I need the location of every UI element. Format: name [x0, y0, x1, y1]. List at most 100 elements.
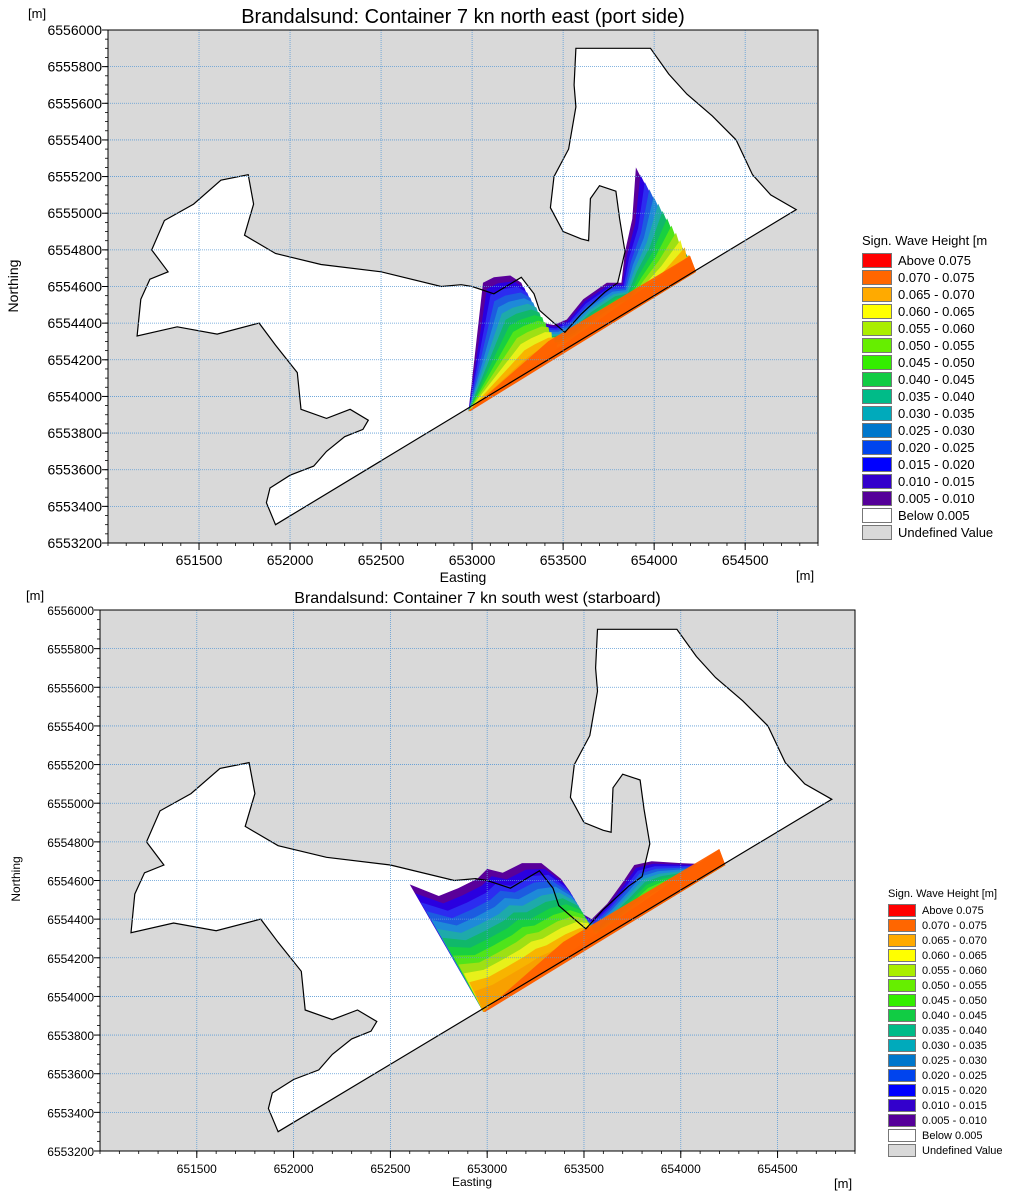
plot-area: 651500 652000 652500 653000 653500 654000 6545…	[5, 22, 819, 585]
legend-label: 0.035 - 0.040	[922, 1024, 987, 1037]
legend-label: 0.050 - 0.055	[922, 979, 987, 992]
chart-title: Brandalsund: Container 7 kn north east (…	[241, 6, 685, 28]
y-tick-label: 6553600	[47, 462, 102, 478]
legend-item: 0.025 - 0.030	[888, 1054, 1003, 1067]
legend-item: 0.055 - 0.060	[862, 321, 993, 336]
legend-swatch	[862, 355, 892, 370]
y-tick-label: 6554400	[47, 913, 94, 927]
legend-label: 0.005 - 0.010	[922, 1114, 987, 1127]
legend-swatch	[888, 964, 916, 977]
legend-item: Above 0.075	[888, 904, 1003, 917]
legend-label: 0.025 - 0.030	[898, 423, 975, 438]
legend: Sign. Wave Height [m Above 0.075 0.070 - …	[862, 233, 993, 542]
y-tick-label: 6553800	[47, 425, 102, 441]
legend-item: 0.025 - 0.030	[862, 423, 993, 438]
coastline	[130, 628, 833, 1133]
x-tick-label: 654500	[758, 1162, 798, 1176]
y-tick-label: 6554400	[47, 315, 102, 331]
legend-label: 0.005 - 0.010	[898, 491, 975, 506]
legend-label: 0.010 - 0.015	[922, 1099, 987, 1112]
legend-title: Sign. Wave Height [m]	[888, 888, 998, 900]
legend-item: 0.015 - 0.020	[862, 457, 993, 472]
legend-item: 0.050 - 0.055	[862, 338, 993, 353]
legend-item: 0.045 - 0.050	[888, 994, 1003, 1007]
x-axis-label: Easting	[452, 1175, 492, 1189]
chart-title: Brandalsund: Container 7 kn south west (…	[294, 590, 661, 607]
legend-swatch	[888, 1024, 916, 1037]
plot-frame	[99, 609, 856, 1152]
legend-swatch	[888, 1099, 916, 1112]
y-tick-label: 6554600	[47, 875, 94, 889]
y-tick-label: 6553200	[47, 535, 102, 551]
y-tick-label: 6555200	[47, 169, 102, 185]
x-tick-label: 653500	[540, 552, 587, 568]
y-tick-label: 6553800	[47, 1029, 94, 1043]
legend-label: Above 0.075	[898, 253, 972, 268]
legend-label: 0.035 - 0.040	[898, 389, 975, 404]
legend-item: 0.020 - 0.025	[862, 440, 993, 455]
x-tick-label: 654000	[631, 552, 678, 568]
legend-item: 0.065 - 0.070	[862, 287, 993, 302]
legend-swatch	[862, 304, 892, 319]
legend-swatch	[888, 904, 916, 917]
legend-item: Above 0.075	[862, 253, 993, 268]
y-tick-label: 6555000	[47, 797, 94, 811]
legend: Sign. Wave Height [m] Above 0.075 0.070 -…	[888, 888, 1003, 1159]
y-tick-label: 6554200	[47, 352, 102, 368]
legend-item: 0.050 - 0.055	[888, 979, 1003, 992]
legend-swatch	[888, 1144, 916, 1157]
legend-label: 0.040 - 0.045	[922, 1009, 987, 1022]
legend-label: 0.025 - 0.030	[922, 1054, 987, 1067]
legend-item: 0.030 - 0.035	[888, 1039, 1003, 1052]
legend-item: Undefined Value	[862, 525, 993, 540]
legend-swatch	[862, 287, 892, 302]
legend-swatch	[888, 1009, 916, 1022]
legend-swatch	[862, 474, 892, 489]
y-unit-label: [m]	[28, 6, 47, 21]
y-tick-label: 6555800	[47, 59, 102, 75]
legend-label: 0.020 - 0.025	[898, 440, 975, 455]
y-tick-label: 6553200	[47, 1145, 94, 1159]
legend-item: Below 0.005	[888, 1129, 1003, 1142]
legend-item: 0.035 - 0.040	[862, 389, 993, 404]
x-axis-label: Easting	[440, 569, 487, 585]
coastline	[136, 47, 798, 526]
y-tick-label: 6554800	[47, 836, 94, 850]
x-tick-label: 653000	[467, 1162, 507, 1176]
legend-item: Undefined Value	[888, 1144, 1003, 1157]
legend-label: 0.065 - 0.070	[922, 934, 987, 947]
legend-item: 0.010 - 0.015	[862, 474, 993, 489]
legend-swatch	[862, 423, 892, 438]
x-tick-label: 652500	[370, 1162, 410, 1176]
legend-swatch	[888, 1039, 916, 1052]
legend-label: 0.060 - 0.065	[898, 304, 975, 319]
legend-label: 0.045 - 0.050	[922, 994, 987, 1007]
y-tick-label: 6554000	[47, 990, 94, 1004]
legend-item: 0.020 - 0.025	[888, 1069, 1003, 1082]
legend-swatch	[888, 994, 916, 1007]
legend-swatch	[862, 372, 892, 387]
y-tick-label: 6553600	[47, 1068, 94, 1082]
x-tick-label: 652500	[358, 552, 405, 568]
x-tick-label: 654500	[722, 552, 769, 568]
legend-label: 0.010 - 0.015	[898, 474, 975, 489]
legend-item: 0.005 - 0.010	[862, 491, 993, 506]
legend-label: Below 0.005	[922, 1129, 983, 1142]
legend-swatch	[888, 949, 916, 962]
legend-item: 0.040 - 0.045	[862, 372, 993, 387]
legend-swatch	[862, 389, 892, 404]
y-tick-label: 6555400	[47, 132, 102, 148]
legend-swatch	[862, 321, 892, 336]
legend-item: 0.030 - 0.035	[862, 406, 993, 421]
legend-swatch	[888, 1054, 916, 1067]
y-tick-label: 6556000	[47, 22, 102, 38]
y-tick-label: 6554000	[47, 388, 102, 404]
y-tick-label: 6554800	[47, 242, 102, 258]
legend-label: 0.050 - 0.055	[898, 338, 975, 353]
y-tick-label: 6555800	[47, 643, 94, 657]
y-tick-label: 6554600	[47, 279, 102, 295]
legend-label: 0.040 - 0.045	[898, 372, 975, 387]
legend-swatch	[862, 270, 892, 285]
y-tick-label: 6556000	[47, 604, 94, 618]
legend-label: 0.045 - 0.050	[898, 355, 975, 370]
